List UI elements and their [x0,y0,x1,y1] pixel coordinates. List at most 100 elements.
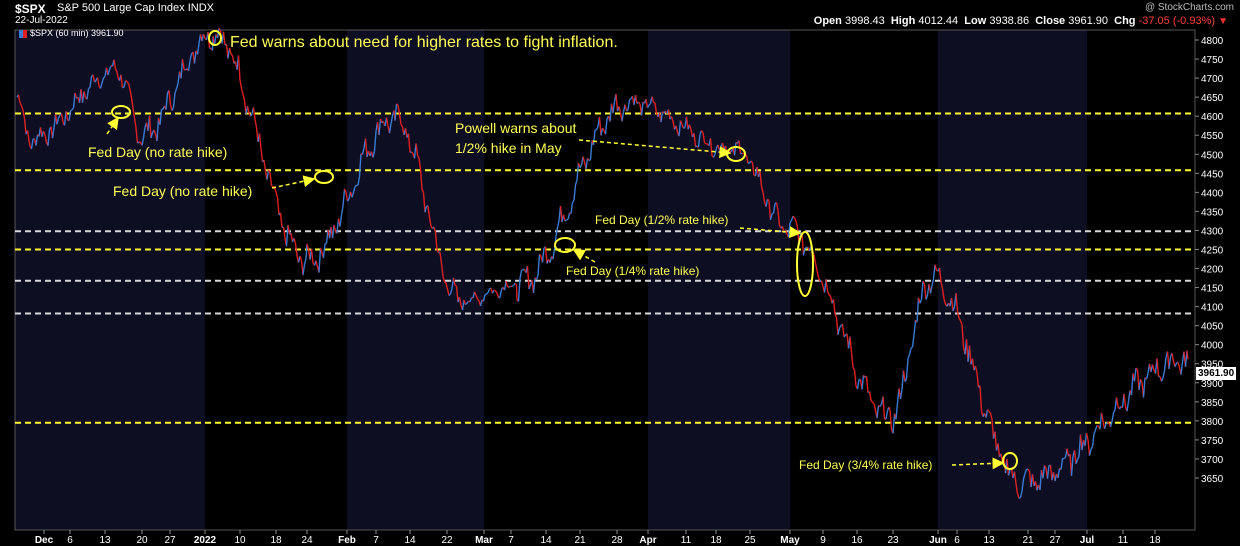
price-segment [865,376,869,393]
price-segment [792,215,796,219]
price-segment [988,411,991,414]
price-segment [670,116,674,122]
fed-day-marker [208,30,222,46]
price-segment [609,103,613,122]
price-segment [44,134,48,143]
price-segment [276,197,280,216]
price-segment [279,212,283,228]
price-segment [566,218,569,221]
price-segment [517,278,521,302]
price-segment [345,192,349,202]
price-segment [455,285,459,303]
price-segment [555,227,559,237]
price-segment [1024,469,1028,474]
price-segment [826,290,830,295]
price-segment [463,299,467,305]
price-segment [411,151,414,154]
price-segment [843,334,847,338]
annotation-arrow [951,457,1005,470]
price-segment [404,128,408,138]
price-segment [932,264,936,280]
price-segment [458,297,462,306]
price-segment [132,107,136,119]
price-segment [541,247,545,263]
price-segment [17,94,21,104]
price-segment [653,101,656,104]
price-segment [249,113,253,117]
price-segment [712,153,716,158]
price-segment [968,345,972,365]
price-segment [103,76,106,79]
price-segment [1162,370,1166,378]
price-segment [1021,478,1025,492]
price-segment [889,409,893,429]
chart-header: $SPX S&P 500 Large Cap Index INDX 22-Jul… [0,0,1240,28]
x-tick-label: 27 [164,535,176,546]
price-segment [777,210,781,226]
annotation-fed-day-may: Fed Day (1/2% rate hike) [595,213,729,227]
price-series [16,27,1189,499]
price-segment [943,298,947,305]
price-segment [769,213,773,221]
price-segment [148,115,152,138]
price-segment [352,186,356,193]
price-segment [339,215,343,227]
price-segment [1039,470,1043,490]
price-segment [697,134,701,148]
annotation-powell-warns-2: 1/2% hike in May [455,140,562,156]
price-segment [446,289,450,296]
price-segment [654,102,658,114]
x-tick-label: 7 [508,535,514,546]
price-segment [407,133,411,153]
price-segment [508,285,511,288]
price-segment [68,110,72,121]
x-tick-label: 10 [234,535,246,546]
price-segment [484,293,487,296]
price-segment [828,294,831,297]
price-segment [51,127,55,139]
y-tick-label: 4700 [1201,74,1224,85]
price-segment [861,375,865,390]
symbol-description: S&P 500 Large Cap Index INDX [57,2,214,14]
price-segment [991,419,995,439]
price-segment [396,103,399,106]
price-segment [1111,412,1115,422]
price-segment [1070,456,1074,476]
price-segment [589,140,593,160]
price-segment [629,98,632,101]
price-segment [704,142,707,145]
price-segment [660,111,664,123]
price-segment [679,120,683,125]
price-segment [465,302,468,306]
price-segment [564,219,567,222]
x-tick-label: 6 [954,535,960,546]
y-tick-label: 3950 [1201,360,1224,371]
legend-text: $SPX (60 min) 3961.90 [30,28,124,38]
price-segment [424,206,428,213]
price-segment [240,88,244,95]
price-segment [1019,490,1023,498]
price-segment [340,205,344,216]
price-segment [882,396,886,420]
price-segment [290,232,294,242]
price-segment [475,295,479,300]
price-segment [1060,458,1064,470]
price-segment [400,124,404,128]
price-segment [849,336,853,353]
y-tick-label: 4000 [1201,341,1224,352]
price-segment [1007,469,1011,476]
price-segment [868,391,872,401]
price-segment [923,283,927,300]
price-segment [834,313,838,319]
price-segment [133,117,137,128]
price-segment [442,276,446,282]
price-segment [275,192,279,198]
price-segment [1099,412,1103,430]
y-tick-label: 4550 [1201,131,1224,142]
price-segment [648,102,652,106]
price-segment [137,141,140,144]
price-segment [303,258,307,265]
x-tick-label: 21 [1022,535,1034,546]
price-segment [1133,367,1137,382]
price-segment [816,270,820,278]
